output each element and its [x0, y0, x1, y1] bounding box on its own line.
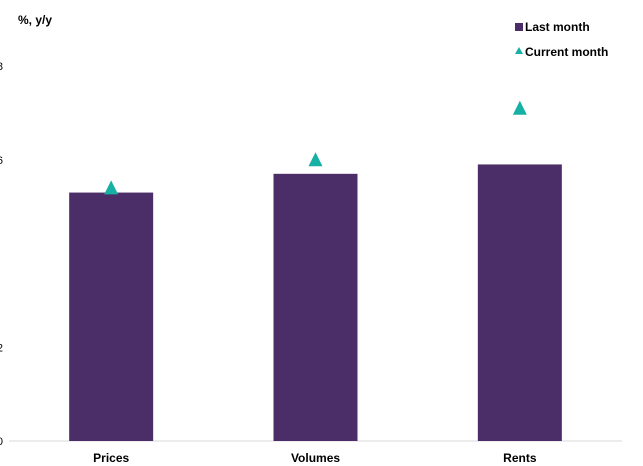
- legend: Last month Current month: [515, 20, 608, 59]
- x-tick-label: Rents: [503, 451, 537, 465]
- bar-rents: [477, 164, 562, 441]
- y-tick-label: 6: [0, 155, 3, 167]
- bar-series: [69, 164, 562, 441]
- legend-label-last-month: Last month: [525, 20, 590, 34]
- marker-rents: [512, 100, 527, 115]
- x-tick-label: Volumes: [291, 451, 340, 465]
- y-tick-label: 2: [0, 342, 3, 354]
- bar-prices: [69, 192, 154, 441]
- legend-swatch-bar: [515, 23, 523, 31]
- y-tick-label: 8: [0, 61, 3, 73]
- x-tick-label: Prices: [93, 451, 129, 465]
- legend-label-current-month: Current month: [525, 45, 608, 59]
- y-axis-label: %, y/y: [18, 13, 52, 27]
- triangle-series: [104, 100, 527, 195]
- y-tick-label: 0: [0, 436, 3, 448]
- marker-prices: [104, 180, 119, 195]
- bar-volumes: [273, 173, 358, 441]
- y-axis-ticks: 0 2 6 8: [0, 61, 3, 448]
- x-axis-labels: Prices Volumes Rents: [93, 451, 537, 465]
- legend-swatch-triangle: [515, 47, 523, 54]
- marker-volumes: [308, 152, 323, 167]
